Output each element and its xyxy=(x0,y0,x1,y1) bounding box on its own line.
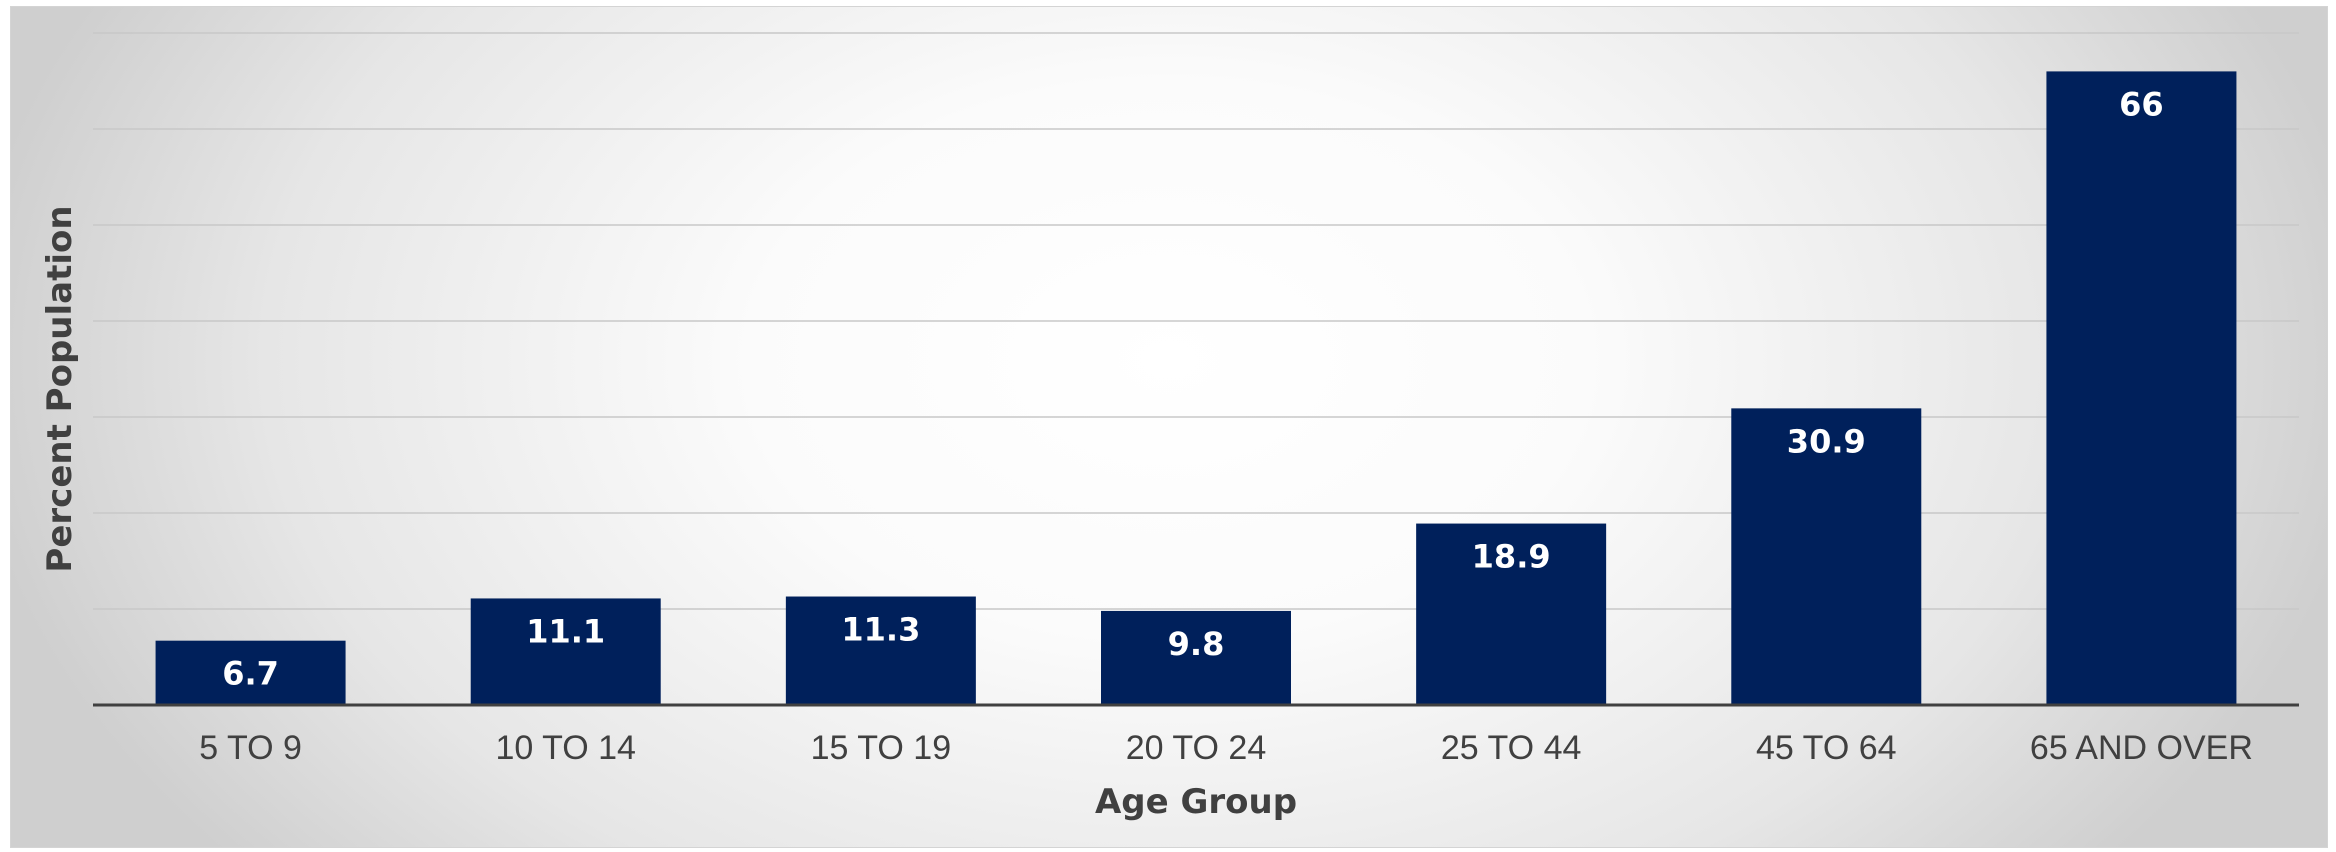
bars xyxy=(155,71,2237,705)
y-axis-title: Percent Population xyxy=(40,205,80,572)
bar-5 xyxy=(1416,523,1607,705)
bar-4 xyxy=(1101,610,1291,705)
x-tick-label-6: 45 TO 64 xyxy=(1756,729,1897,767)
data-label-3: 11.3 xyxy=(841,611,920,649)
bar-2 xyxy=(470,598,661,705)
x-tick-label-2: 10 TO 14 xyxy=(495,729,636,767)
bar-chart: 6.7 11.1 11.3 9.8 18.9 30.9 66 5 TO 9 10 TO 14 1… xyxy=(10,6,2328,848)
bar-6 xyxy=(1731,408,1922,705)
x-tick-label-7: 65 AND OVER xyxy=(2030,729,2253,767)
data-label-1: 6.7 xyxy=(222,655,279,693)
data-label-5: 18.9 xyxy=(1472,538,1551,576)
data-label-2: 11.1 xyxy=(526,612,605,650)
x-tick-label-5: 25 TO 44 xyxy=(1441,729,1582,767)
gridlines xyxy=(93,32,2299,610)
x-tick-labels: 5 TO 9 10 TO 14 15 TO 19 20 TO 24 25 TO 44 45… xyxy=(199,729,2253,767)
chart-canvas: 6.7 11.1 11.3 9.8 18.9 30.9 66 5 TO 9 10 TO 14 1… xyxy=(40,32,2299,822)
data-labels: 6.7 11.1 11.3 9.8 18.9 30.9 66 xyxy=(222,85,2163,692)
data-label-6: 30.9 xyxy=(1787,422,1866,460)
bar-1 xyxy=(155,640,346,705)
bar-7 xyxy=(2046,71,2237,705)
x-tick-label-4: 20 TO 24 xyxy=(1126,729,1267,767)
bar-3 xyxy=(785,596,976,705)
x-tick-label-3: 15 TO 19 xyxy=(811,729,952,767)
data-label-7: 66 xyxy=(2119,85,2164,123)
x-tick-label-1: 5 TO 9 xyxy=(199,729,302,767)
x-axis-title: Age Group xyxy=(1095,782,1297,822)
data-label-4: 9.8 xyxy=(1168,625,1225,663)
